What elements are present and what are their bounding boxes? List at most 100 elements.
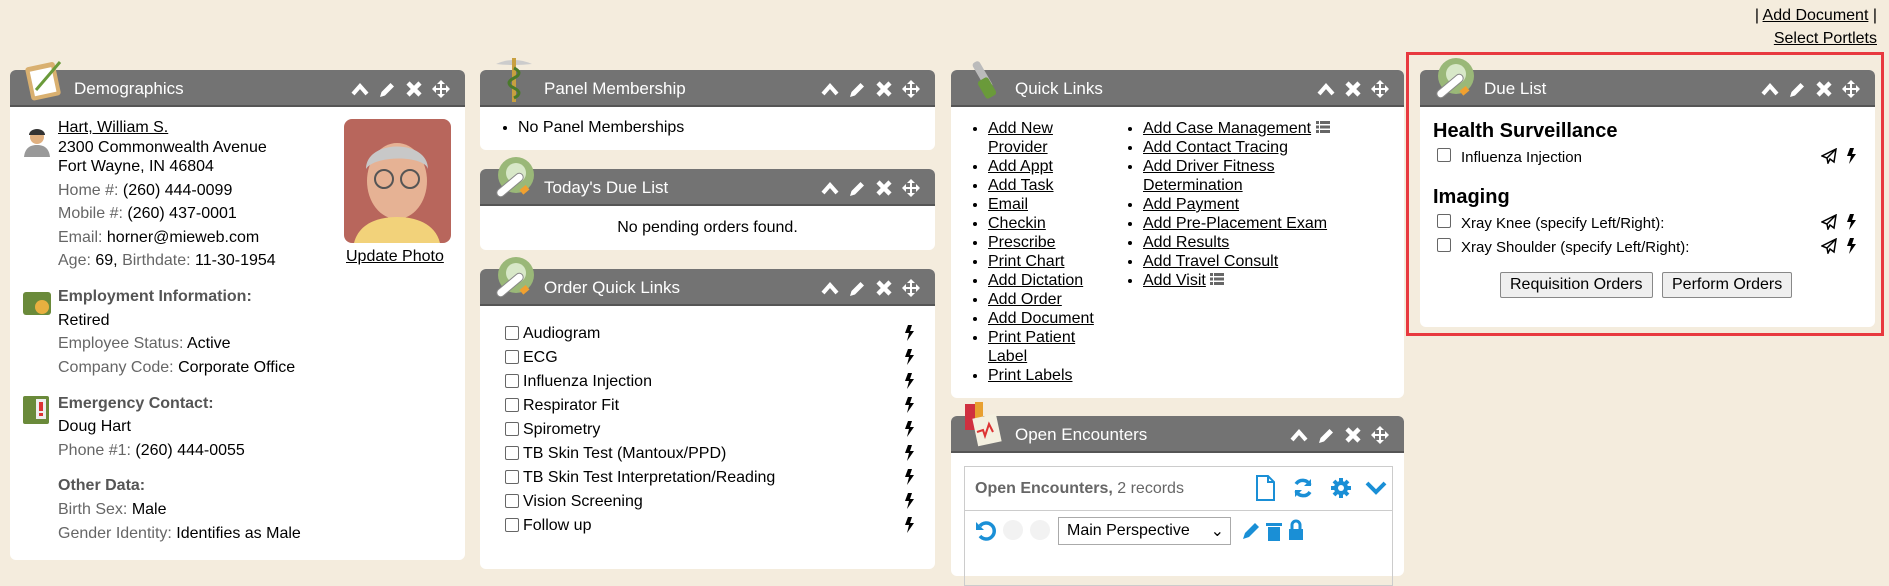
quick-link[interactable]: Add Document bbox=[988, 310, 1094, 327]
quick-link[interactable]: Add Contact Tracing bbox=[1143, 139, 1288, 156]
trash-icon[interactable] bbox=[1265, 520, 1283, 542]
move-icon[interactable] bbox=[901, 79, 921, 99]
bolt-icon[interactable] bbox=[905, 397, 915, 413]
order-checkbox[interactable] bbox=[505, 350, 519, 364]
bolt-icon[interactable] bbox=[905, 325, 915, 341]
pencil-icon[interactable] bbox=[847, 79, 867, 99]
chevron-up-icon[interactable] bbox=[1316, 79, 1336, 99]
close-icon[interactable] bbox=[1814, 79, 1834, 99]
order-checkbox[interactable] bbox=[505, 494, 519, 508]
bolt-icon[interactable] bbox=[905, 421, 915, 437]
quick-link[interactable]: Print Patient Label bbox=[988, 329, 1076, 365]
bolt-icon[interactable] bbox=[905, 517, 915, 533]
bolt-icon[interactable] bbox=[905, 493, 915, 509]
portlet-header[interactable]: Demographics bbox=[10, 61, 465, 107]
order-checkbox[interactable] bbox=[505, 470, 519, 484]
perform-orders-button[interactable]: Perform Orders bbox=[1662, 272, 1793, 298]
quick-link[interactable]: Add Appt bbox=[988, 158, 1053, 175]
send-icon[interactable] bbox=[1820, 147, 1837, 166]
quick-link[interactable]: Add Order bbox=[988, 291, 1062, 308]
quick-link[interactable]: Add New Provider bbox=[988, 120, 1053, 156]
portlet-header[interactable]: Today's Due List bbox=[480, 157, 935, 206]
chevron-up-icon[interactable] bbox=[820, 278, 840, 298]
quick-link[interactable]: Add Visit bbox=[1143, 272, 1206, 289]
quick-link[interactable]: Prescribe bbox=[988, 234, 1056, 251]
close-icon[interactable] bbox=[1343, 79, 1363, 99]
patient-name-link[interactable]: Hart, William S. bbox=[58, 119, 169, 136]
chevron-down-icon[interactable] bbox=[1365, 479, 1387, 497]
order-checkbox[interactable] bbox=[505, 422, 519, 436]
select-portlets-link[interactable]: Select Portlets bbox=[1773, 30, 1877, 47]
pencil-icon[interactable] bbox=[1787, 79, 1807, 99]
quick-link[interactable]: Add Driver Fitness Determination bbox=[1143, 158, 1275, 194]
chevron-up-icon[interactable] bbox=[350, 79, 370, 99]
chevron-up-icon[interactable] bbox=[1760, 79, 1780, 99]
bolt-icon[interactable] bbox=[905, 469, 915, 485]
quick-link[interactable]: Email bbox=[988, 196, 1029, 213]
close-icon[interactable] bbox=[874, 178, 894, 198]
portlet-header[interactable]: Open Encounters bbox=[951, 402, 1404, 453]
move-icon[interactable] bbox=[901, 278, 921, 298]
quick-link[interactable]: Add Pre-Placement Exam bbox=[1143, 215, 1328, 232]
due-item-checkbox[interactable] bbox=[1437, 214, 1451, 228]
pencil-icon[interactable] bbox=[1240, 520, 1260, 542]
due-item-checkbox[interactable] bbox=[1437, 238, 1451, 252]
quick-link[interactable]: Add Payment bbox=[1143, 196, 1240, 213]
quick-link[interactable]: Checkin bbox=[988, 215, 1046, 232]
bolt-icon[interactable] bbox=[1847, 148, 1857, 164]
send-icon[interactable] bbox=[1820, 237, 1837, 256]
move-icon[interactable] bbox=[431, 79, 451, 99]
bolt-icon[interactable] bbox=[1847, 214, 1857, 230]
chevron-up-icon[interactable] bbox=[820, 79, 840, 99]
close-icon[interactable] bbox=[874, 79, 894, 99]
requisition-orders-button[interactable]: Requisition Orders bbox=[1500, 272, 1653, 298]
portlet-header[interactable]: Due List bbox=[1420, 58, 1875, 107]
close-icon[interactable] bbox=[1343, 425, 1363, 445]
bolt-icon[interactable] bbox=[1847, 238, 1857, 254]
perspective-select[interactable]: Main Perspective ⌄ bbox=[1058, 517, 1231, 545]
close-icon[interactable] bbox=[874, 278, 894, 298]
order-checkbox[interactable] bbox=[505, 398, 519, 412]
portlet-header[interactable]: Order Quick Links bbox=[480, 257, 935, 306]
move-icon[interactable] bbox=[901, 178, 921, 198]
bolt-icon[interactable] bbox=[905, 349, 915, 365]
lock-icon[interactable] bbox=[1288, 519, 1304, 541]
close-icon[interactable] bbox=[404, 79, 424, 99]
add-document-link[interactable]: Add Document bbox=[1762, 7, 1869, 24]
move-icon[interactable] bbox=[1841, 79, 1861, 99]
move-icon[interactable] bbox=[1370, 79, 1390, 99]
next-button[interactable] bbox=[1030, 520, 1050, 540]
pencil-icon[interactable] bbox=[1316, 425, 1336, 445]
quick-link[interactable]: Add Travel Consult bbox=[1143, 253, 1279, 270]
gear-icon[interactable] bbox=[1330, 477, 1352, 499]
undo-icon[interactable] bbox=[975, 520, 997, 542]
list-icon[interactable] bbox=[1315, 121, 1330, 133]
pencil-icon[interactable] bbox=[847, 278, 867, 298]
quick-link[interactable]: Add Dictation bbox=[988, 272, 1084, 289]
quick-link[interactable]: Print Chart bbox=[988, 253, 1065, 270]
chevron-up-icon[interactable] bbox=[1289, 425, 1309, 445]
portlet-header[interactable]: Panel Membership bbox=[480, 58, 935, 107]
new-document-icon[interactable] bbox=[1255, 475, 1275, 501]
quick-link[interactable]: Print Labels bbox=[988, 367, 1073, 384]
order-checkbox[interactable] bbox=[505, 374, 519, 388]
portlet-header[interactable]: Quick Links bbox=[951, 61, 1404, 107]
due-item-checkbox[interactable] bbox=[1437, 148, 1451, 162]
pencil-icon[interactable] bbox=[847, 178, 867, 198]
bolt-icon[interactable] bbox=[905, 373, 915, 389]
quick-link[interactable]: Add Task bbox=[988, 177, 1054, 194]
update-photo-link[interactable]: Update Photo bbox=[346, 248, 444, 265]
move-icon[interactable] bbox=[1370, 425, 1390, 445]
order-checkbox[interactable] bbox=[505, 326, 519, 340]
previous-button[interactable] bbox=[1003, 520, 1023, 540]
order-checkbox[interactable] bbox=[505, 446, 519, 460]
send-icon[interactable] bbox=[1820, 213, 1837, 232]
list-icon[interactable] bbox=[1210, 273, 1225, 285]
quick-link[interactable]: Add Results bbox=[1143, 234, 1230, 251]
pencil-icon[interactable] bbox=[377, 79, 397, 99]
quick-link[interactable]: Add Case Management bbox=[1143, 120, 1312, 137]
bolt-icon[interactable] bbox=[905, 445, 915, 461]
chevron-up-icon[interactable] bbox=[820, 178, 840, 198]
refresh-icon[interactable] bbox=[1292, 477, 1314, 499]
order-checkbox[interactable] bbox=[505, 518, 519, 532]
